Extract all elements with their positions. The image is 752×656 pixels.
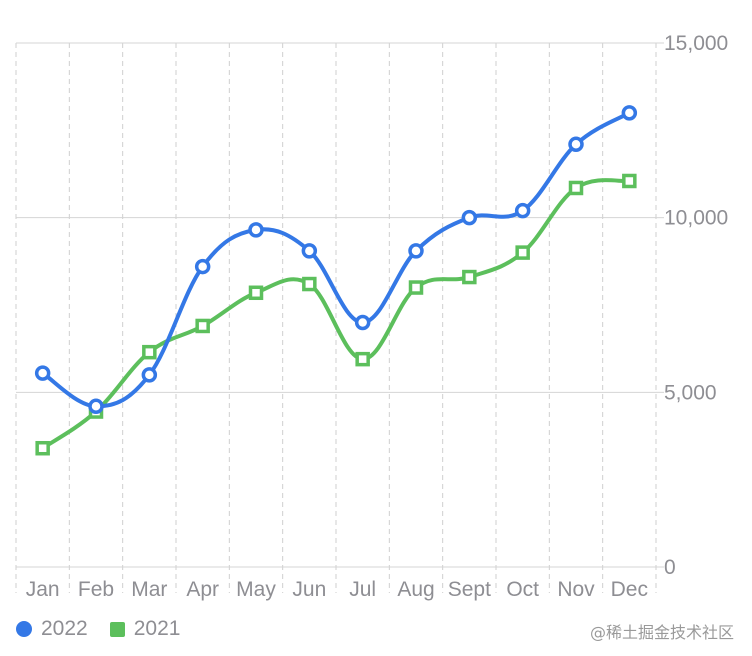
data-point (515, 245, 530, 260)
data-point (622, 173, 637, 189)
x-tick-label: Oct (506, 578, 539, 601)
data-point (88, 398, 104, 415)
data-point (248, 222, 264, 238)
data-point (462, 269, 477, 285)
data-point (35, 440, 50, 456)
legend-label: 2021 (133, 617, 181, 640)
data-point (408, 243, 424, 259)
data-point (408, 280, 424, 295)
y-tick-label: 0 (664, 556, 676, 579)
data-point (34, 365, 51, 381)
data-point (514, 202, 531, 219)
x-tick-label: May (236, 578, 276, 601)
data-point (355, 351, 370, 367)
x-tick-label: Dec (611, 578, 648, 601)
watermark: @稀土掘金技术社区 (589, 623, 734, 642)
x-tick-label: Nov (557, 578, 595, 601)
x-tick-label: Apr (186, 578, 219, 601)
x-tick-label: Jun (292, 578, 326, 601)
series-2022 (34, 105, 638, 415)
legend-swatch (16, 621, 32, 637)
data-point (301, 243, 318, 259)
data-point (461, 209, 478, 226)
x-tick-label: Jul (349, 578, 376, 601)
y-tick-label: 10,000 (664, 207, 728, 230)
x-tick-label: Aug (397, 578, 434, 601)
data-point (302, 276, 317, 292)
legend-item: 2022 (16, 617, 88, 641)
x-tick-label: Jan (26, 578, 60, 601)
data-point (195, 318, 210, 334)
data-point (194, 258, 211, 275)
data-point (568, 136, 584, 153)
data-point (248, 285, 264, 301)
legend-swatch (109, 621, 125, 637)
x-tick-label: Sept (448, 578, 491, 601)
grid (15, 42, 664, 593)
x-tick-label: Mar (131, 578, 167, 601)
data-point (621, 105, 638, 121)
legend-label: 2022 (41, 617, 88, 640)
legend: 2022 2021 (16, 617, 202, 641)
data-point (568, 180, 584, 196)
data-point (141, 367, 158, 383)
y-tick-label: 5,000 (664, 381, 717, 404)
data-point (142, 344, 157, 360)
data-point (354, 314, 371, 331)
y-tick-label: 15,000 (664, 32, 728, 55)
x-tick-label: Feb (78, 578, 114, 601)
series-2021 (35, 173, 637, 456)
legend-item: 2021 (109, 617, 181, 641)
